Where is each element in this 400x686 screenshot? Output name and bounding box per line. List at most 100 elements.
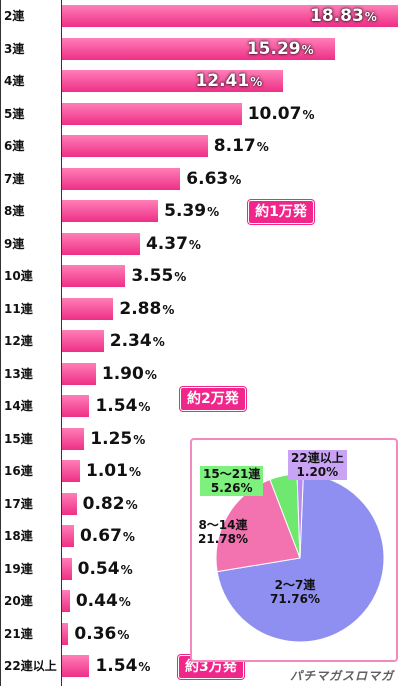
bar	[62, 590, 70, 612]
value-label: 1.54%	[95, 395, 150, 418]
category-label: 17連	[4, 496, 33, 511]
value-unit: %	[117, 627, 130, 642]
value-number: 0.44	[75, 591, 118, 611]
bar	[62, 37, 335, 60]
pie-slice-value: 21.78%	[198, 532, 248, 546]
value-unit: %	[162, 302, 175, 317]
value-unit: %	[118, 595, 131, 609]
pie-slice-value: 71.76%	[270, 592, 320, 606]
category-label: 14連	[4, 399, 33, 413]
value-unit: %	[138, 400, 151, 414]
category-label: 12連	[4, 334, 33, 348]
bar	[62, 297, 114, 320]
value-number: 10.07	[247, 103, 302, 124]
value-unit: %	[128, 465, 141, 479]
category-label: 6連	[4, 139, 25, 153]
value-label: 6.63%	[186, 168, 241, 191]
category-label: 10連	[4, 269, 33, 283]
value-label: 3.55%	[131, 265, 186, 288]
category-label: 18連	[4, 529, 33, 543]
value-unit: %	[229, 172, 242, 187]
value-unit: %	[152, 335, 165, 349]
bar	[62, 655, 90, 677]
category-label: 20連	[4, 594, 33, 608]
value-label: 18.83%	[310, 5, 377, 28]
value-label: 15.29%	[247, 38, 314, 61]
value-number: 8.17	[213, 136, 256, 156]
value-label: 0.54%	[78, 558, 133, 581]
annotation-callout: 約1万発	[248, 200, 314, 224]
category-label: 8連	[4, 204, 25, 218]
y-axis-line	[61, 0, 62, 686]
value-label: 8.17%	[214, 135, 269, 158]
value-unit: %	[138, 660, 151, 674]
pie-chart-panel: 2〜7連 71.76% 8〜14連 21.78% 15〜21連 5.26% 22連以上 1.2…	[190, 438, 398, 662]
value-number: 1.54	[95, 396, 138, 416]
value-number: 0.67	[79, 526, 122, 546]
bar	[62, 460, 81, 482]
bar	[62, 362, 96, 385]
value-number: 18.83	[310, 6, 364, 26]
category-label: 21連	[4, 626, 33, 641]
pie-slice-name: 8〜14連	[198, 518, 248, 532]
value-label: 2.34%	[110, 330, 165, 353]
value-label: 1.54%	[95, 655, 150, 678]
category-label: 4連	[4, 74, 25, 88]
bar	[62, 265, 126, 287]
value-unit: %	[122, 530, 135, 544]
pie-chart	[215, 473, 385, 643]
value-label: 0.44%	[76, 590, 131, 613]
value-number: 3.55	[131, 266, 174, 286]
value-number: 1.90	[101, 363, 144, 384]
bar	[62, 525, 74, 547]
bar	[62, 622, 69, 645]
value-unit: %	[301, 42, 314, 57]
bar	[62, 135, 208, 157]
value-number: 1.01	[86, 461, 128, 481]
value-unit: %	[250, 75, 263, 89]
category-label: 2連	[4, 9, 25, 23]
value-unit: %	[302, 107, 315, 122]
value-unit: %	[174, 270, 187, 284]
pie-slice-label: 15〜21連 5.26%	[200, 466, 264, 496]
category-label: 7連	[4, 171, 25, 186]
bar	[62, 492, 77, 515]
value-unit: %	[144, 367, 157, 382]
value-number: 5.39	[164, 201, 207, 221]
value-unit: %	[125, 497, 138, 512]
value-unit: %	[120, 562, 133, 577]
value-label: 1.01%	[86, 460, 141, 483]
category-label: 15連	[4, 431, 33, 446]
value-label: 0.67%	[80, 525, 135, 548]
pie-slice-label: 2〜7連 71.76%	[270, 578, 320, 606]
value-number: 0.54	[77, 558, 120, 579]
value-number: 1.25	[90, 428, 133, 449]
value-number: 2.88	[119, 298, 162, 319]
bar	[62, 102, 242, 125]
value-label: 2.88%	[119, 298, 174, 321]
category-label: 11連	[4, 301, 33, 316]
pie-slice-name: 22連以上	[291, 451, 344, 465]
watermark-logo: パチマガスロマガ	[289, 669, 394, 683]
value-number: 12.41	[195, 71, 250, 91]
annotation-callout: 約3万発	[178, 655, 244, 679]
category-label: 16連	[4, 464, 33, 478]
bar	[62, 200, 159, 222]
value-unit: %	[207, 205, 220, 219]
category-label: 13連	[4, 366, 33, 381]
pie-slice-name: 2〜7連	[274, 578, 316, 592]
value-label: 0.82%	[83, 493, 138, 516]
bar	[62, 427, 85, 450]
bar	[62, 557, 72, 580]
category-label: 3連	[4, 41, 25, 56]
value-number: 1.54	[95, 656, 138, 676]
value-unit: %	[256, 140, 269, 154]
pie-slice-label: 22連以上 1.20%	[288, 450, 347, 480]
value-number: 0.82	[82, 493, 125, 514]
value-label: 10.07%	[248, 103, 315, 126]
value-unit: %	[188, 237, 201, 252]
value-label: 12.41%	[195, 70, 262, 93]
pie-slice-name: 15〜21連	[203, 467, 261, 481]
category-label: 19連	[4, 561, 33, 576]
